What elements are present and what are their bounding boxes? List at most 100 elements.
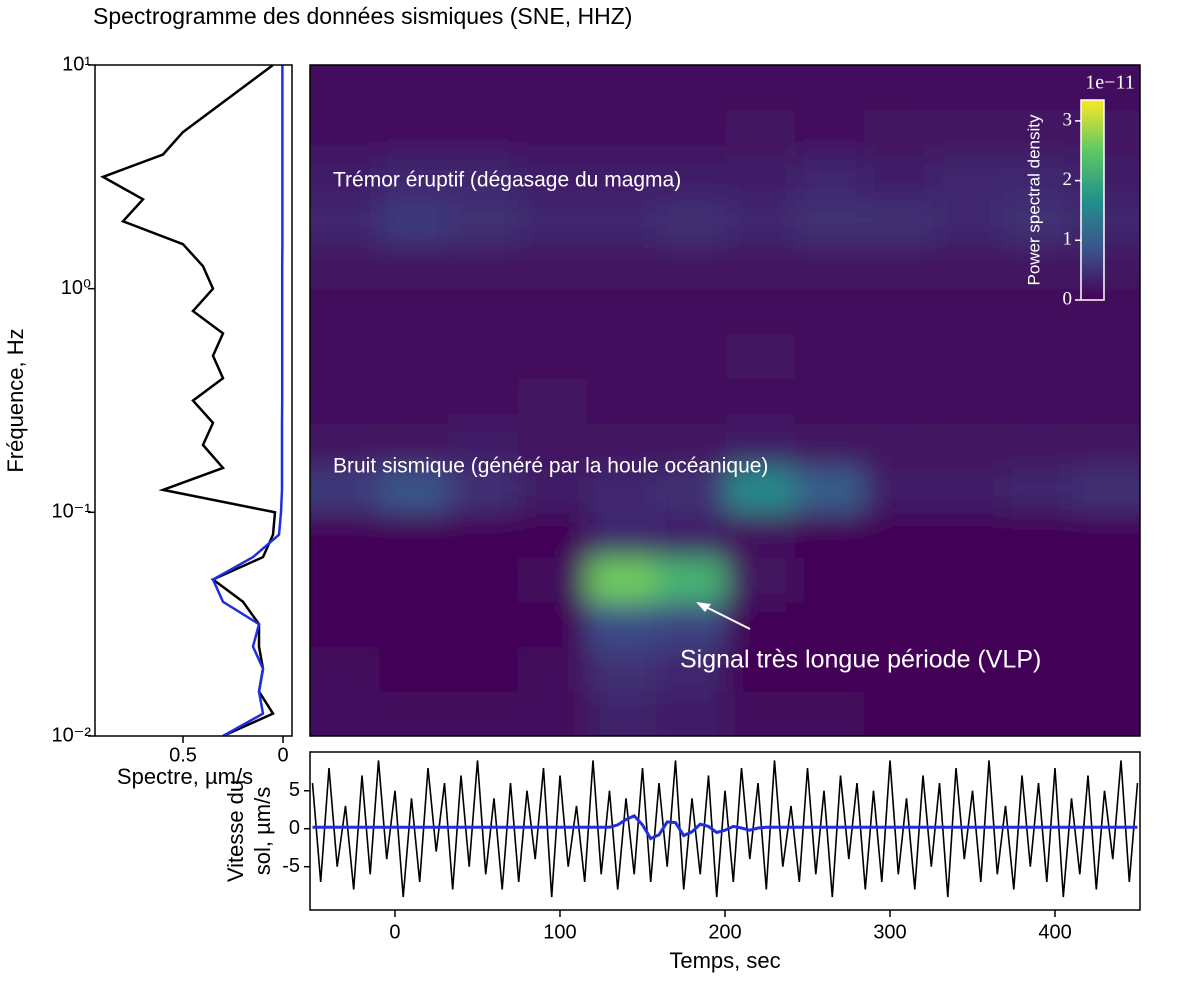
heatmap-cell: [310, 288, 380, 335]
heatmap-cell: [587, 467, 658, 513]
heatmap-cell: [1003, 198, 1073, 245]
spectrum-line: [211, 65, 284, 736]
colorbar-tick-label: 0: [1063, 288, 1073, 309]
heatmap-cell: [725, 467, 796, 513]
heatmap-cell: [725, 378, 796, 424]
heatmap-cell: [310, 422, 380, 468]
x-tick-label: 100: [543, 921, 576, 943]
heatmap-cell: [864, 288, 935, 335]
y-tick-label: -5: [282, 855, 300, 877]
heatmap-cell: [310, 467, 380, 513]
heatmap-cell: [517, 557, 588, 603]
heatmap-cell: [864, 65, 935, 111]
seismogram-panel: 5 0 -5 0 100 200 300 400 Temps, sec Vitesse du sol…: [223, 751, 1141, 973]
heatmap-cell: [1003, 378, 1073, 424]
heatmap-cell: [933, 557, 1004, 603]
spectrum-panel: 10¹ 10⁰ 10⁻¹ 10⁻² 0.5 0 Spectre, µm/s Fréquence…: [3, 53, 293, 789]
heatmap-cell: [310, 557, 380, 603]
heatmap-cell: [1003, 601, 1073, 648]
trace: [312, 813, 1138, 841]
colorbar-tick-label: 3: [1063, 109, 1073, 130]
heatmap-cell: [1072, 65, 1140, 111]
heatmap-cell: [587, 601, 658, 648]
heatmap-cell: [448, 422, 519, 468]
x-tick-label: 0.5: [169, 744, 197, 766]
heatmap-cell: [933, 288, 1004, 335]
heatmap-cells: [310, 65, 1140, 736]
heatmap-cell: [517, 65, 588, 111]
heatmap-cell: [795, 154, 865, 200]
annotation-arrow: [699, 603, 751, 630]
heatmap-cell: [725, 288, 796, 335]
heatmap-cell: [587, 557, 658, 603]
heatmap-cell: [725, 557, 796, 603]
colorbar-tick-label: 1: [1063, 229, 1073, 250]
heatmap-cell: [310, 378, 380, 424]
heatmap-cell: [933, 65, 1004, 111]
heatmap-cell: [448, 243, 519, 290]
heatmap-cell: [1072, 512, 1140, 558]
heatmap-cell: [379, 557, 450, 603]
heatmap-cell: [1072, 378, 1140, 424]
heatmap-cell: [1003, 512, 1073, 558]
heatmap-cell: [933, 601, 1004, 648]
heatmap-cell: [795, 243, 865, 290]
heatmap-cell: [1072, 557, 1140, 603]
spectrum-line: [100, 65, 277, 736]
heatmap-cell: [725, 512, 796, 558]
heatmap-cell: [725, 333, 796, 379]
heatmap-cell: [587, 512, 658, 558]
heatmap-cell: [795, 646, 865, 692]
y-axis-label: sol, µm/s: [250, 787, 275, 875]
axes-frame: [94, 64, 293, 737]
heatmap-cell: [933, 691, 1004, 736]
spectrogram-panel: Trémor éruptif (dégasage du magma) Bruit …: [309, 64, 1141, 737]
heatmap-cell: [864, 512, 935, 558]
heatmap-cell: [448, 333, 519, 379]
annotation: Bruit sismique (généré par la houle océa…: [333, 455, 768, 478]
heatmap-cell: [933, 378, 1004, 424]
heatmap-cell: [1003, 691, 1073, 736]
heatmap-cell: [310, 646, 380, 692]
heatmap-area: [310, 65, 1140, 736]
heatmap-cell: [517, 333, 588, 379]
heatmap-cell: [310, 243, 380, 290]
colorbar: [1080, 99, 1105, 301]
heatmap-cell: [795, 109, 865, 156]
heatmap-cell: [587, 333, 658, 379]
heatmap-cell: [656, 288, 727, 335]
heatmap-cell: [656, 333, 727, 379]
heatmap-cell: [517, 646, 588, 692]
heatmap-cell: [795, 422, 865, 468]
heatmap-cell: [933, 467, 1004, 513]
heatmap-cell: [725, 109, 796, 156]
heatmap-cell: [448, 378, 519, 424]
heatmap-cell: [379, 198, 450, 245]
heatmap-cell: [795, 333, 865, 379]
heatmap-cell: [517, 467, 588, 513]
heatmap-cell: [517, 288, 588, 335]
heatmap-cell: [795, 65, 865, 111]
heatmap-cell: [587, 243, 658, 290]
heatmap-cell: [1003, 333, 1073, 379]
heatmap-cell: [379, 378, 450, 424]
colorbar-scale: 1e−11: [1085, 72, 1134, 94]
seismogram-lines: [311, 760, 1139, 898]
heatmap-cell: [725, 65, 796, 111]
heatmap-cell: [795, 512, 865, 558]
heatmap-cell: [725, 646, 796, 692]
heatmap-cell: [517, 378, 588, 424]
trace: [311, 760, 1139, 898]
heatmap-cell: [448, 109, 519, 156]
heatmap-cell: [1003, 154, 1073, 200]
heatmap-cell: [725, 154, 796, 200]
heatmap-cell: [864, 467, 935, 513]
x-tick-label: 0: [389, 921, 400, 943]
heatmap-cell: [310, 512, 380, 558]
heatmap-cell: [379, 467, 450, 513]
heatmap-cell: [587, 378, 658, 424]
heatmap-cell: [448, 691, 519, 736]
heatmap-cell: [310, 109, 380, 156]
heatmap-cell: [656, 422, 727, 468]
heatmap-cell: [864, 378, 935, 424]
